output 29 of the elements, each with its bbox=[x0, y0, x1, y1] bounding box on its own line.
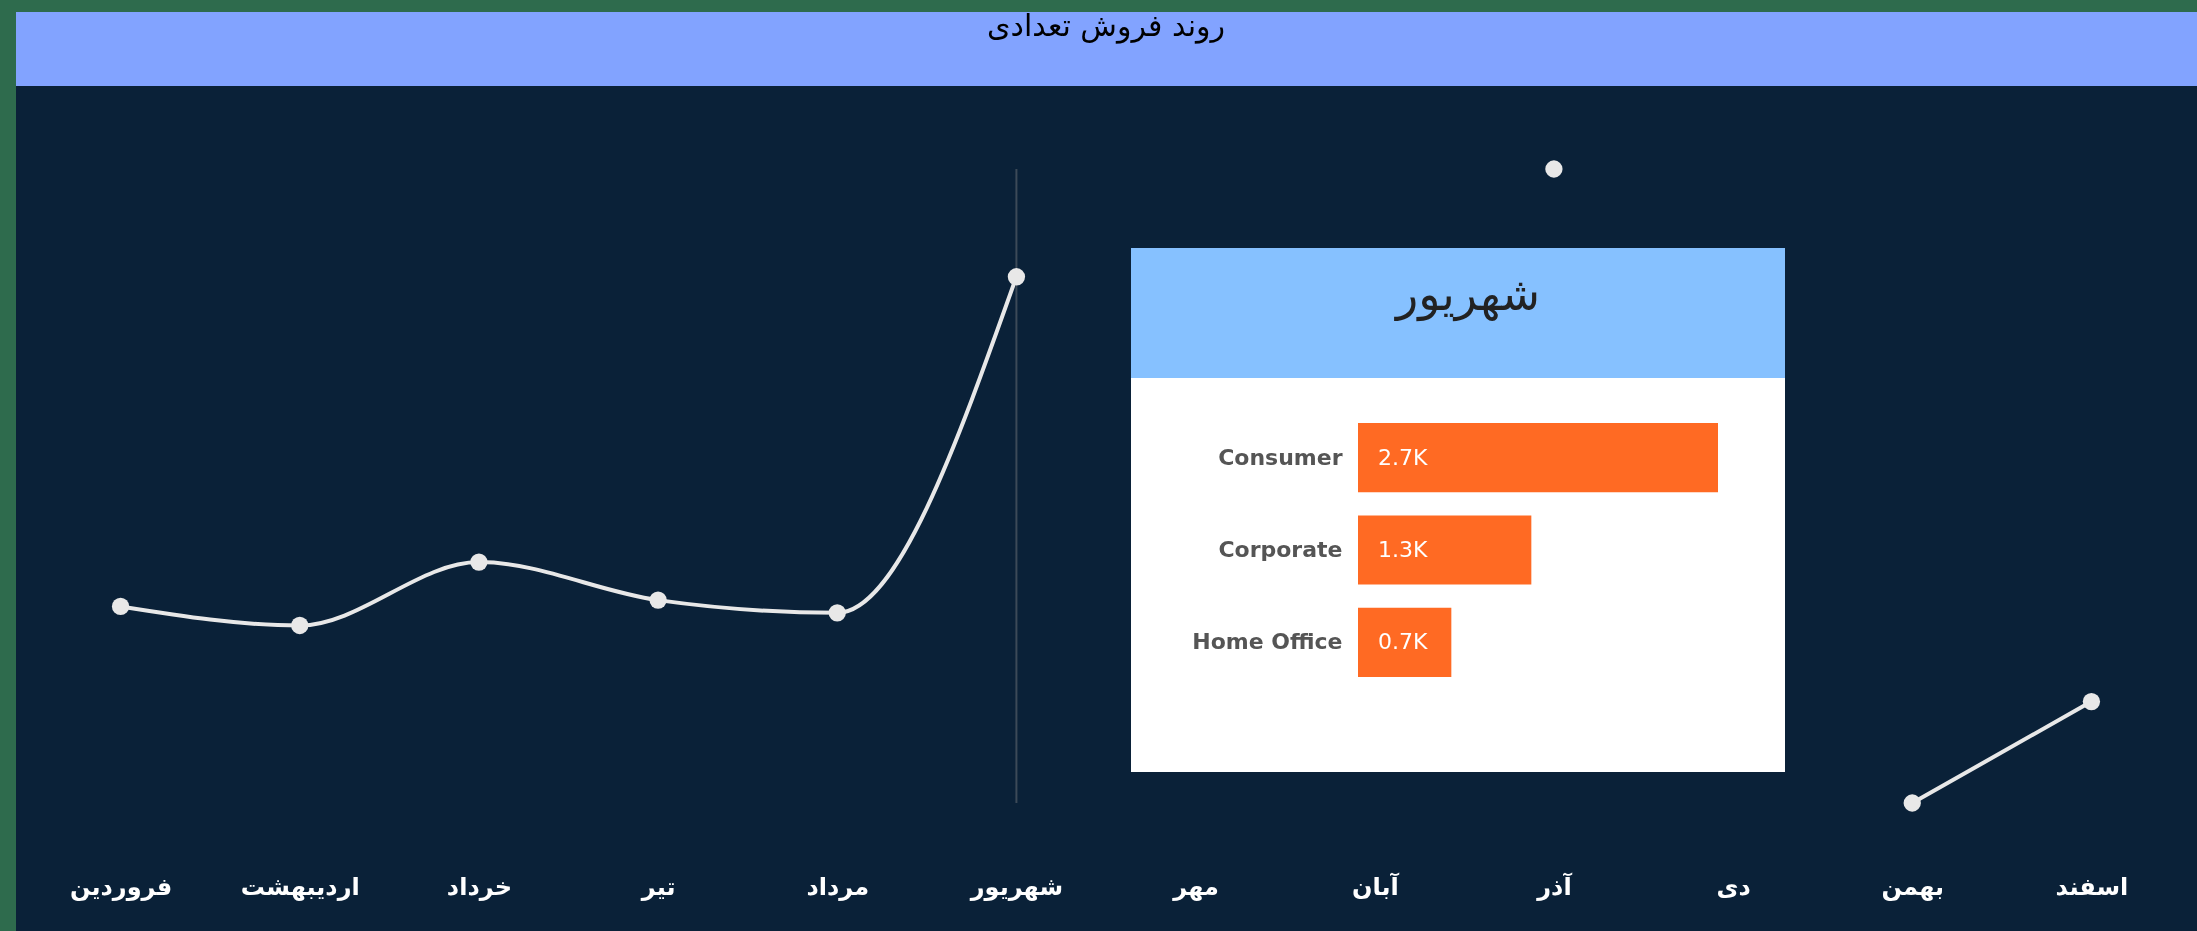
data-label: 1.3K bbox=[1378, 537, 1428, 562]
x-tick-label: شهریور bbox=[969, 872, 1064, 901]
point bbox=[1545, 160, 1563, 178]
x-tick-label: خرداد bbox=[446, 872, 512, 901]
point bbox=[1903, 794, 1921, 812]
x-tick-label: دی bbox=[1716, 872, 1751, 901]
x-tick-label: بهمن bbox=[1881, 872, 1945, 901]
y-tick-label: Home Office bbox=[1192, 629, 1343, 655]
x-tick-label: اردیبهشت bbox=[240, 872, 360, 901]
chart-title: روند فروش تعدادی bbox=[987, 8, 1225, 45]
y-tick-label: Corporate bbox=[1218, 537, 1343, 562]
data-label: 0.7K bbox=[1378, 629, 1428, 655]
x-tick-label: آذر bbox=[1536, 871, 1573, 901]
x-tick-label: تیر bbox=[640, 872, 676, 901]
point bbox=[111, 597, 130, 616]
chart-title: شهریور bbox=[1394, 267, 1540, 322]
x-tick-label: اسفند bbox=[2055, 872, 2129, 901]
point bbox=[649, 591, 667, 609]
x-tick-label: آبان bbox=[1351, 871, 1400, 901]
point bbox=[2082, 692, 2101, 711]
point bbox=[1007, 268, 1026, 286]
point bbox=[291, 616, 309, 635]
data-label: 2.7K bbox=[1378, 444, 1428, 470]
x-tick-label: فروردین bbox=[69, 872, 173, 901]
x-tick-label: مهر bbox=[1172, 872, 1219, 901]
point bbox=[828, 604, 846, 622]
point bbox=[470, 553, 488, 571]
y-tick-label: Consumer bbox=[1218, 444, 1343, 470]
x-tick-label: مرداد bbox=[806, 872, 870, 901]
